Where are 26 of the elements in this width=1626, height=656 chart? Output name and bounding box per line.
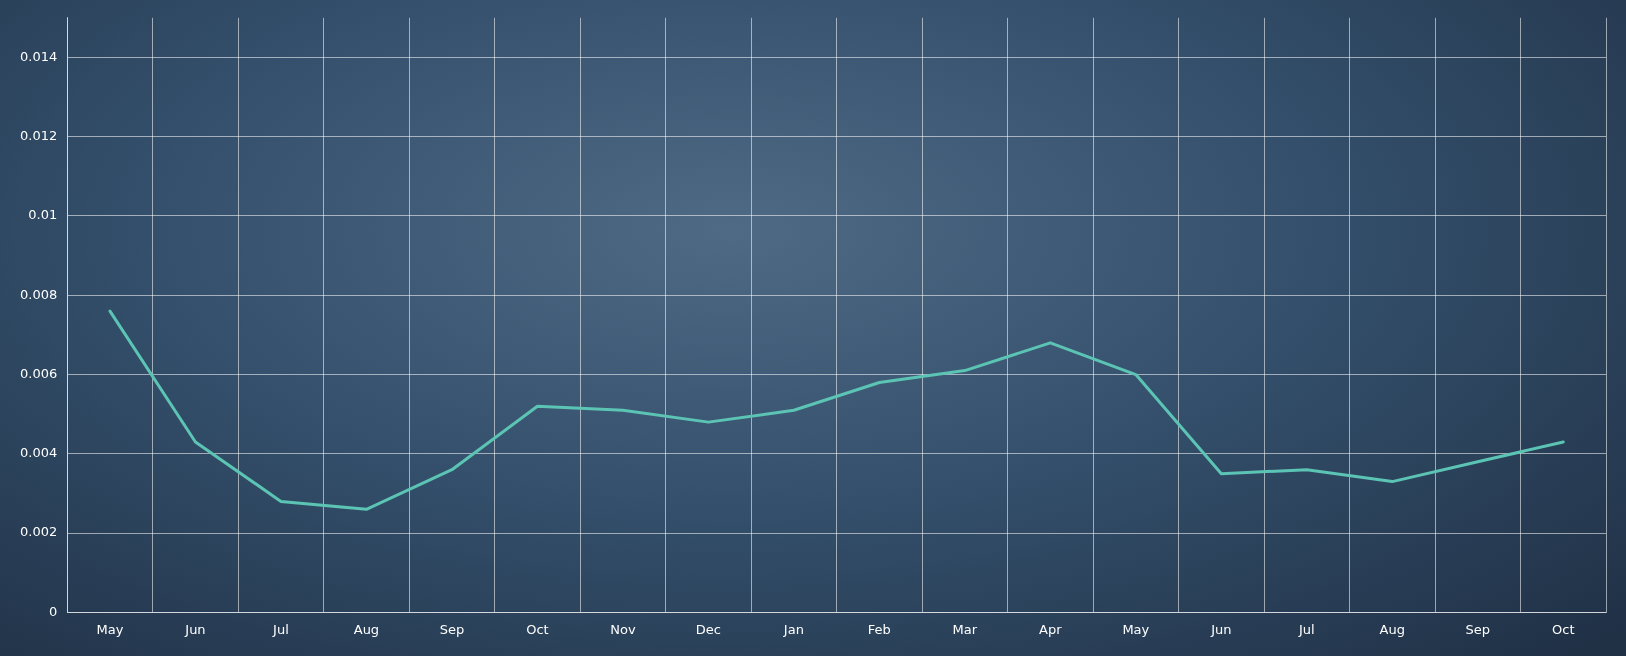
y-tick-label: 0.01 xyxy=(28,207,58,223)
x-tick-label: May xyxy=(1122,621,1150,637)
x-tick-label: Jan xyxy=(782,621,804,637)
y-tick-label: 0.014 xyxy=(20,48,58,64)
x-tick-label: Mar xyxy=(952,621,978,637)
x-tick-label: Oct xyxy=(526,621,549,637)
y-tick-label: 0 xyxy=(48,603,58,619)
x-tick-label: Dec xyxy=(695,621,721,637)
x-tick-label: Jul xyxy=(1297,621,1315,637)
x-tick-label: Oct xyxy=(1552,621,1575,637)
x-tick-label: Nov xyxy=(610,621,636,637)
x-tick-label: Apr xyxy=(1039,621,1063,637)
y-tick-label: 0.006 xyxy=(20,365,58,381)
x-tick-label: Jun xyxy=(1210,621,1232,637)
y-tick-label: 0.002 xyxy=(20,524,58,540)
x-tick-label: Feb xyxy=(867,621,891,637)
y-tick-label: 0.004 xyxy=(20,445,58,461)
y-tick-label: 0.012 xyxy=(20,128,58,144)
y-tick-label: 0.008 xyxy=(20,286,58,302)
x-tick-label: Sep xyxy=(1465,621,1491,637)
x-tick-label: Jun xyxy=(184,621,206,637)
x-tick-label: Sep xyxy=(439,621,465,637)
x-tick-label: Aug xyxy=(1379,621,1405,637)
x-tick-label: Jul xyxy=(272,621,289,637)
x-tick-label: Aug xyxy=(353,621,380,637)
x-tick-label: May xyxy=(96,621,124,637)
